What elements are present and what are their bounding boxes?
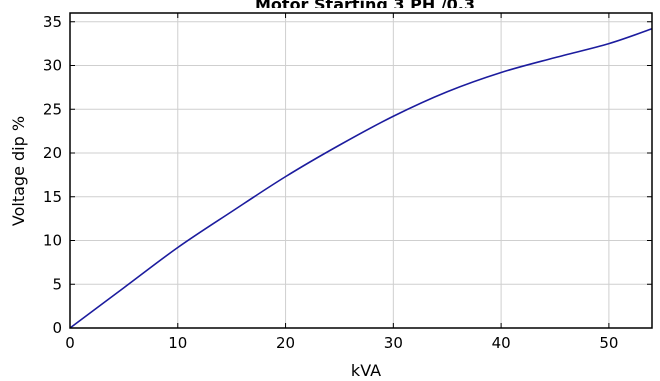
x-tick-label: 20: [276, 334, 295, 352]
y-axis-title: Voltage dip %: [9, 116, 28, 226]
series-line: [69, 27, 653, 329]
x-tick-label: 50: [599, 334, 618, 352]
x-tick-label: 0: [65, 334, 75, 352]
y-tick-label: 30: [43, 57, 62, 75]
x-tick-label: 30: [384, 334, 403, 352]
x-tick-label: 40: [492, 334, 511, 352]
grid: [70, 13, 652, 328]
tick-labels: 0 10 20 30 40 50 0 5 10 15 20 25 30 35: [43, 13, 619, 352]
y-tick-label: 25: [43, 100, 62, 118]
y-tick-label: 0: [52, 319, 62, 337]
y-tick-label: 15: [43, 188, 62, 206]
plot-frame: [69, 12, 653, 329]
x-axis-title: kVA: [351, 361, 381, 380]
y-tick-label: 20: [43, 144, 62, 162]
x-tick-label: 10: [168, 334, 187, 352]
y-tick-label: 10: [43, 232, 62, 250]
y-tick-label: 5: [52, 275, 62, 293]
series-layer: [69, 27, 653, 329]
ticks: [69, 13, 652, 329]
y-tick-label: 35: [43, 13, 62, 31]
chart-title: Motor Starting 3 PH /0,3: [255, 0, 475, 14]
